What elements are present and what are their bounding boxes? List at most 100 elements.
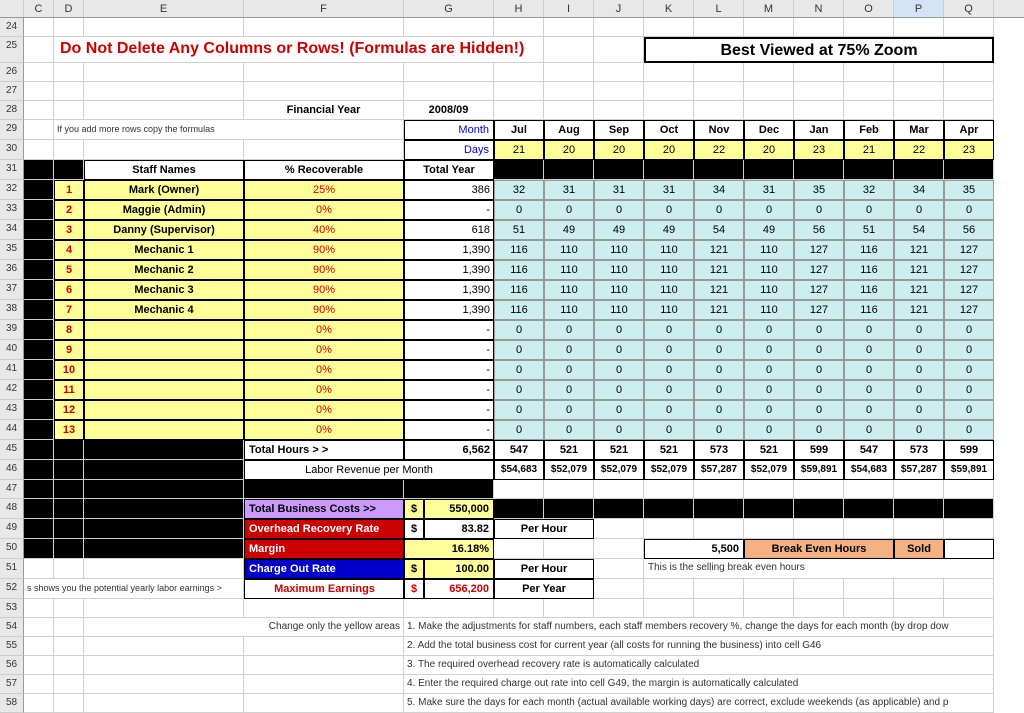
charge-value[interactable]: 100.00	[424, 559, 494, 579]
col-hdr[interactable]: M	[744, 0, 794, 17]
row-hdr[interactable]: 52	[0, 579, 24, 599]
staff-name-cell[interactable]	[84, 420, 244, 440]
row-hdr[interactable]: 28	[0, 101, 24, 120]
staff-name-cell[interactable]	[84, 380, 244, 400]
col-hdr[interactable]: C	[24, 0, 54, 17]
row-hdr[interactable]: 44	[0, 420, 24, 440]
days-cell[interactable]: 20	[644, 140, 694, 160]
row-hdr[interactable]: 35	[0, 240, 24, 260]
staff-name-cell[interactable]: Danny (Supervisor)	[84, 220, 244, 240]
staff-name-cell[interactable]	[84, 340, 244, 360]
row-hdr[interactable]: 30	[0, 140, 24, 160]
days-cell[interactable]: 21	[844, 140, 894, 160]
days-cell[interactable]: 22	[894, 140, 944, 160]
col-hdr[interactable]: F	[244, 0, 404, 17]
pct-recoverable-cell[interactable]: 90%	[244, 240, 404, 260]
total-year-cell: 618	[404, 220, 494, 240]
staff-name-cell[interactable]: Mechanic 2	[84, 260, 244, 280]
hours-cell: 0	[594, 420, 644, 440]
staff-name-cell[interactable]	[84, 320, 244, 340]
pct-recoverable-cell[interactable]: 0%	[244, 360, 404, 380]
row-hdr[interactable]: 43	[0, 400, 24, 420]
row-hdr[interactable]: 27	[0, 82, 24, 101]
pct-recoverable-cell[interactable]: 0%	[244, 200, 404, 220]
col-hdr[interactable]: O	[844, 0, 894, 17]
row-hdr[interactable]: 36	[0, 260, 24, 280]
row-hdr[interactable]: 48	[0, 499, 24, 519]
row-hdr[interactable]: 24	[0, 18, 24, 37]
row-hdr[interactable]: 29	[0, 120, 24, 140]
row-hdr[interactable]: 46	[0, 460, 24, 480]
fin-year-value[interactable]: 2008/09	[404, 101, 494, 120]
row-hdr[interactable]: 56	[0, 656, 24, 675]
row-hdr[interactable]: 38	[0, 300, 24, 320]
staff-name-cell[interactable]	[84, 400, 244, 420]
col-hdr[interactable]: K	[644, 0, 694, 17]
staff-name-cell[interactable]: Mechanic 4	[84, 300, 244, 320]
col-hdr[interactable]: I	[544, 0, 594, 17]
row-hdr[interactable]: 26	[0, 63, 24, 82]
staff-name-cell[interactable]: Maggie (Admin)	[84, 200, 244, 220]
days-cell[interactable]: 21	[494, 140, 544, 160]
pct-recoverable-cell[interactable]: 90%	[244, 300, 404, 320]
row-hdr[interactable]: 55	[0, 637, 24, 656]
total-year-cell: -	[404, 320, 494, 340]
pct-recoverable-cell[interactable]: 0%	[244, 380, 404, 400]
col-hdr[interactable]: G	[404, 0, 494, 17]
col-hdr[interactable]: H	[494, 0, 544, 17]
row-hdr[interactable]: 42	[0, 380, 24, 400]
total-costs-value[interactable]: 550,000	[424, 499, 494, 519]
pct-recoverable-cell[interactable]: 25%	[244, 180, 404, 200]
hours-cell: 0	[944, 200, 994, 220]
pct-recoverable-cell[interactable]: 0%	[244, 320, 404, 340]
month-header: Jan	[794, 120, 844, 140]
hours-cell: 127	[944, 300, 994, 320]
spreadsheet-grid[interactable]: 2425Do Not Delete Any Columns or Rows! (…	[0, 18, 1024, 713]
pct-recoverable-cell[interactable]: 90%	[244, 260, 404, 280]
staff-name-cell[interactable]: Mechanic 1	[84, 240, 244, 260]
col-hdr[interactable]: D	[54, 0, 84, 17]
days-cell[interactable]: 20	[594, 140, 644, 160]
row-hdr[interactable]: 51	[0, 559, 24, 579]
row-hdr[interactable]: 54	[0, 618, 24, 637]
row-hdr[interactable]: 31	[0, 160, 24, 180]
pct-recoverable-cell[interactable]: 0%	[244, 420, 404, 440]
col-hdr[interactable]: J	[594, 0, 644, 17]
days-cell[interactable]: 23	[944, 140, 994, 160]
row-hdr[interactable]: 53	[0, 599, 24, 618]
row-hdr[interactable]: 32	[0, 180, 24, 200]
row-hdr[interactable]: 40	[0, 340, 24, 360]
pct-recoverable-cell[interactable]: 90%	[244, 280, 404, 300]
row-hdr[interactable]: 47	[0, 480, 24, 499]
row-hdr[interactable]: 49	[0, 519, 24, 539]
row-hdr[interactable]: 41	[0, 360, 24, 380]
days-cell[interactable]: 23	[794, 140, 844, 160]
col-hdr[interactable]: N	[794, 0, 844, 17]
row-hdr[interactable]: 33	[0, 200, 24, 220]
staff-name-cell[interactable]: Mechanic 3	[84, 280, 244, 300]
col-hdr[interactable]: E	[84, 0, 244, 17]
labor-rev-label: Labor Revenue per Month	[244, 460, 494, 480]
month-header: Dec	[744, 120, 794, 140]
days-cell[interactable]: 20	[544, 140, 594, 160]
staff-name-cell[interactable]	[84, 360, 244, 380]
row-hdr[interactable]: 25	[0, 37, 24, 63]
pct-recoverable-cell[interactable]: 40%	[244, 220, 404, 240]
staff-name-cell[interactable]: Mark (Owner)	[84, 180, 244, 200]
pct-recoverable-cell[interactable]: 0%	[244, 340, 404, 360]
row-hdr[interactable]: 50	[0, 539, 24, 559]
days-cell[interactable]: 20	[744, 140, 794, 160]
days-cell[interactable]: 22	[694, 140, 744, 160]
change-only-note: Change only the yellow areas	[84, 618, 404, 637]
row-hdr[interactable]: 37	[0, 280, 24, 300]
row-hdr[interactable]: 45	[0, 440, 24, 460]
row-hdr[interactable]: 34	[0, 220, 24, 240]
col-hdr[interactable]: L	[694, 0, 744, 17]
pct-recoverable-cell[interactable]: 0%	[244, 400, 404, 420]
col-hdr[interactable]: P	[894, 0, 944, 17]
row-hdr[interactable]: 39	[0, 320, 24, 340]
col-hdr[interactable]: Q	[944, 0, 994, 17]
row-hdr[interactable]: 57	[0, 675, 24, 694]
hours-cell: 0	[844, 340, 894, 360]
row-hdr[interactable]: 58	[0, 694, 24, 713]
